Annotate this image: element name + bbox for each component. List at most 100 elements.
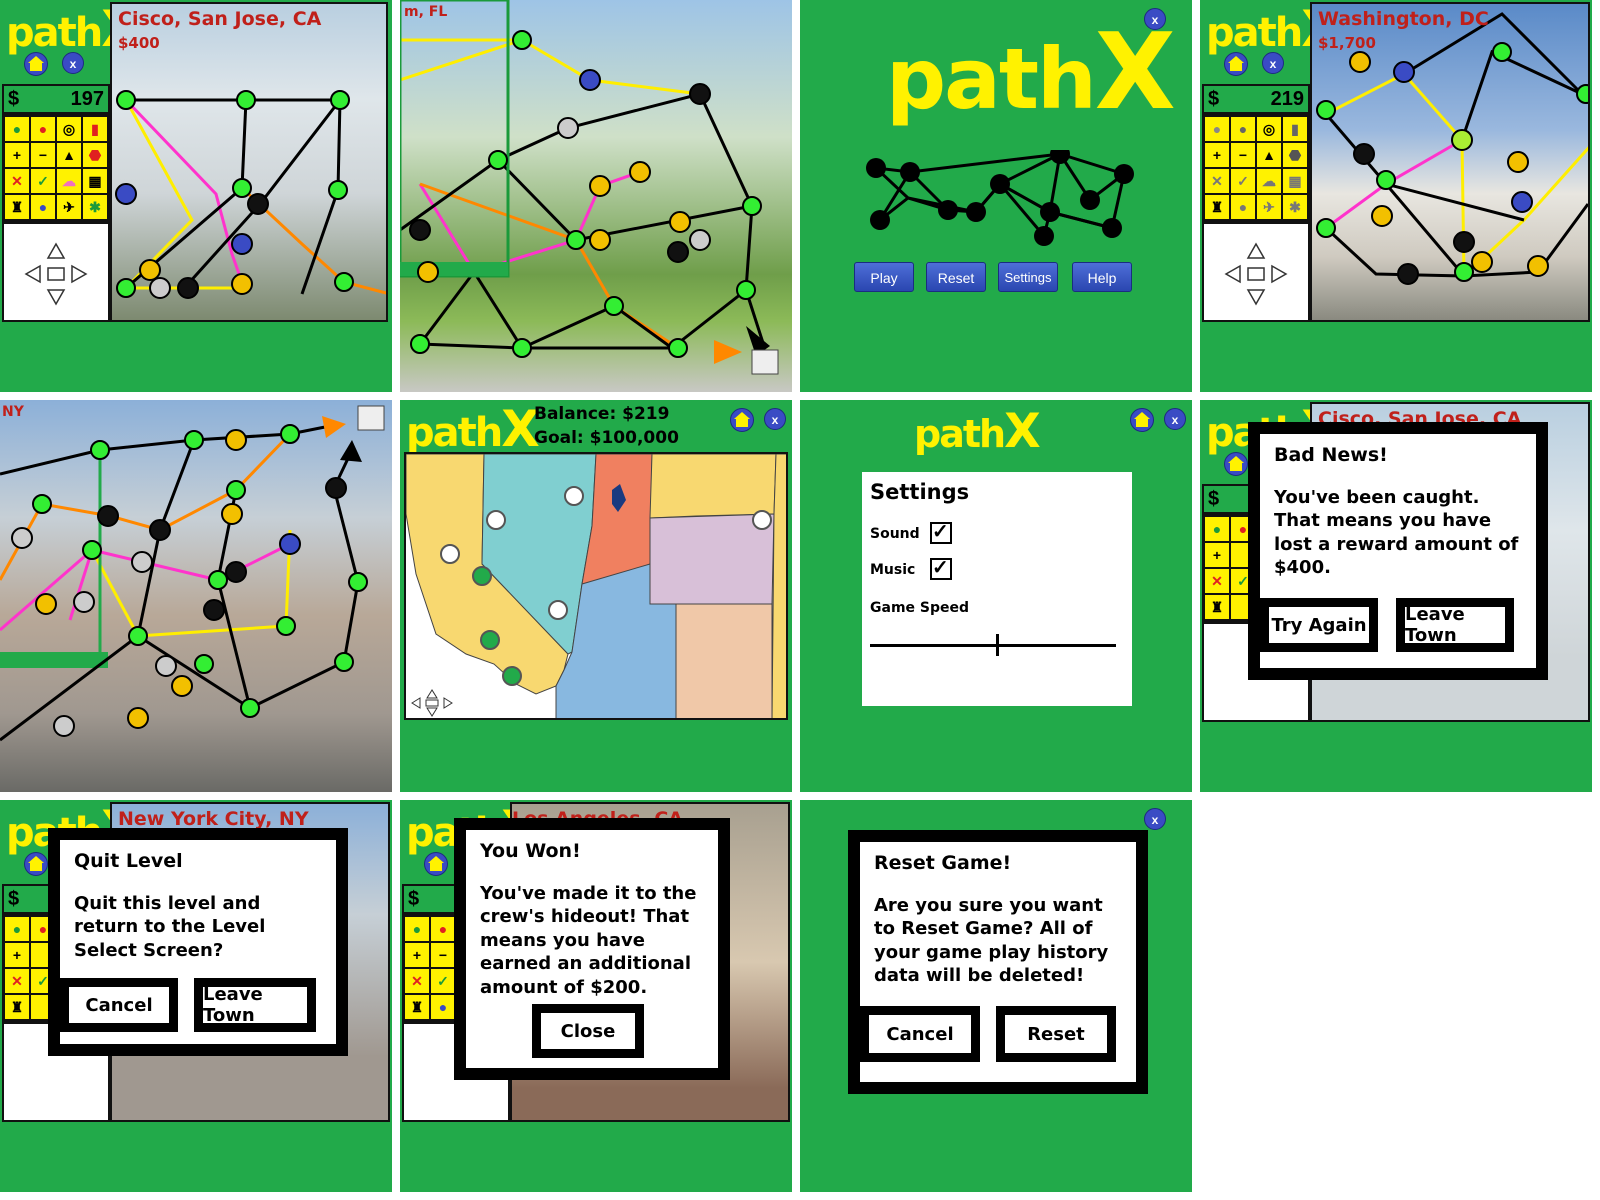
minus-icon[interactable]: − bbox=[430, 942, 456, 968]
level-node[interactable] bbox=[440, 544, 460, 564]
cloud-icon[interactable]: ☁ bbox=[56, 168, 82, 194]
level-node[interactable] bbox=[548, 600, 568, 620]
home-button[interactable] bbox=[730, 408, 754, 432]
game-speed-slider[interactable] bbox=[870, 644, 1116, 647]
toggle-icon[interactable]: ● bbox=[30, 194, 56, 220]
plus-icon[interactable]: + bbox=[4, 942, 30, 968]
music-checkbox[interactable]: ✓ bbox=[930, 558, 952, 580]
game-scene-zoomed[interactable] bbox=[0, 400, 392, 792]
cancel-button[interactable]: Cancel bbox=[860, 1006, 980, 1062]
money-bag-icon[interactable]: ♜ bbox=[4, 994, 30, 1020]
level-node-complete[interactable] bbox=[480, 630, 500, 650]
level-node-complete[interactable] bbox=[472, 566, 492, 586]
plus-icon[interactable]: + bbox=[4, 142, 30, 168]
minus-icon[interactable]: − bbox=[30, 142, 56, 168]
close-button[interactable]: x bbox=[62, 52, 84, 74]
stop-icon[interactable]: ⬣ bbox=[1282, 142, 1308, 168]
green-light-icon[interactable]: ● bbox=[4, 916, 30, 942]
dpad-arrows-icon[interactable] bbox=[1224, 242, 1288, 306]
play-button[interactable]: Play bbox=[854, 262, 914, 292]
crate-icon[interactable]: ▦ bbox=[82, 168, 108, 194]
check-icon[interactable]: ✓ bbox=[430, 968, 456, 994]
home-button[interactable] bbox=[24, 52, 48, 76]
crate-icon[interactable]: ▦ bbox=[1282, 168, 1308, 194]
leave-town-button[interactable]: Leave Town bbox=[1396, 598, 1514, 652]
cancel-button[interactable]: Cancel bbox=[60, 978, 178, 1032]
leave-town-button[interactable]: Leave Town bbox=[194, 978, 316, 1032]
level-node[interactable] bbox=[486, 510, 506, 530]
no-entry-icon[interactable]: ✕ bbox=[1204, 568, 1230, 594]
toggle-icon[interactable]: ● bbox=[430, 994, 456, 1020]
direction-pad[interactable] bbox=[2, 222, 110, 322]
close-button[interactable]: x bbox=[1164, 408, 1186, 430]
path-graph[interactable] bbox=[1312, 4, 1590, 322]
direction-pad[interactable] bbox=[1202, 222, 1310, 322]
gas-icon[interactable]: ▮ bbox=[82, 116, 108, 142]
path-graph[interactable] bbox=[0, 400, 392, 792]
home-button[interactable] bbox=[424, 852, 448, 876]
game-scene-zoomed[interactable] bbox=[400, 0, 792, 392]
plus-icon[interactable]: + bbox=[404, 942, 430, 968]
red-light-icon[interactable]: ● bbox=[30, 116, 56, 142]
game-scene[interactable] bbox=[110, 2, 388, 322]
home-button[interactable] bbox=[1224, 52, 1248, 76]
plus-icon[interactable]: + bbox=[1204, 542, 1230, 568]
home-button[interactable] bbox=[1224, 452, 1248, 476]
plus-icon[interactable]: + bbox=[1204, 142, 1230, 168]
check-icon[interactable]: ✓ bbox=[1230, 168, 1256, 194]
green-light-icon[interactable]: ● bbox=[4, 116, 30, 142]
tire-icon[interactable]: ◎ bbox=[56, 116, 82, 142]
no-entry-icon[interactable]: ✕ bbox=[1204, 168, 1230, 194]
close-button[interactable]: x bbox=[1262, 52, 1284, 74]
us-map[interactable] bbox=[404, 452, 788, 720]
toggle-icon[interactable]: ● bbox=[1230, 194, 1256, 220]
path-graph[interactable] bbox=[112, 4, 388, 322]
gray-light-icon[interactable]: ● bbox=[1204, 116, 1230, 142]
green-light-icon[interactable]: ● bbox=[404, 916, 430, 942]
wing-icon[interactable]: ✈ bbox=[56, 194, 82, 220]
no-entry-icon[interactable]: ✕ bbox=[4, 168, 30, 194]
close-dialog-button[interactable]: Close bbox=[532, 1004, 644, 1058]
minus-icon[interactable]: − bbox=[1230, 142, 1256, 168]
level-node[interactable] bbox=[752, 510, 772, 530]
map-scroll-arrows-icon[interactable] bbox=[410, 688, 454, 718]
check-icon[interactable]: ✓ bbox=[30, 168, 56, 194]
gas-icon[interactable]: ▮ bbox=[1282, 116, 1308, 142]
money-bag-icon[interactable]: ♜ bbox=[1204, 194, 1230, 220]
no-entry-icon[interactable]: ✕ bbox=[404, 968, 430, 994]
try-again-button[interactable]: Try Again bbox=[1260, 598, 1378, 652]
gray-light-icon[interactable]: ● bbox=[1230, 116, 1256, 142]
reward-label: $400 bbox=[118, 34, 160, 52]
home-button[interactable] bbox=[1130, 408, 1154, 432]
green-light-icon[interactable]: ● bbox=[1204, 516, 1230, 542]
game-scene[interactable] bbox=[1310, 2, 1590, 322]
path-graph[interactable] bbox=[400, 0, 792, 392]
money-bag-icon[interactable]: ♜ bbox=[1204, 594, 1230, 620]
reset-confirm-button[interactable]: Reset bbox=[996, 1006, 1116, 1062]
arrow-up-icon[interactable]: ▲ bbox=[1256, 142, 1282, 168]
reset-button[interactable]: Reset bbox=[926, 262, 986, 292]
arrow-up-icon[interactable]: ▲ bbox=[56, 142, 82, 168]
red-light-icon[interactable]: ● bbox=[430, 916, 456, 942]
game-speed-handle[interactable] bbox=[996, 634, 999, 656]
help-button[interactable]: Help bbox=[1072, 262, 1132, 292]
home-button[interactable] bbox=[24, 852, 48, 876]
level-node-complete[interactable] bbox=[502, 666, 522, 686]
badge-icon[interactable]: ✱ bbox=[82, 194, 108, 220]
badge-icon[interactable]: ✱ bbox=[1282, 194, 1308, 220]
money-bag-icon[interactable]: ♜ bbox=[404, 994, 430, 1020]
close-button[interactable]: x bbox=[764, 408, 786, 430]
settings-button[interactable]: Settings bbox=[998, 262, 1058, 292]
close-button[interactable]: x bbox=[1144, 808, 1166, 830]
dpad-arrows-icon[interactable] bbox=[24, 242, 88, 306]
no-entry-icon[interactable]: ✕ bbox=[4, 968, 30, 994]
money-bag-icon[interactable]: ♜ bbox=[4, 194, 30, 220]
cloud-icon[interactable]: ☁ bbox=[1256, 168, 1282, 194]
close-button[interactable]: x bbox=[1144, 8, 1166, 30]
pathx-logo: pathX bbox=[406, 400, 540, 458]
level-node[interactable] bbox=[564, 486, 584, 506]
tire-icon[interactable]: ◎ bbox=[1256, 116, 1282, 142]
sound-checkbox[interactable]: ✓ bbox=[930, 522, 952, 544]
wing-icon[interactable]: ✈ bbox=[1256, 194, 1282, 220]
stop-icon[interactable]: ⬣ bbox=[82, 142, 108, 168]
